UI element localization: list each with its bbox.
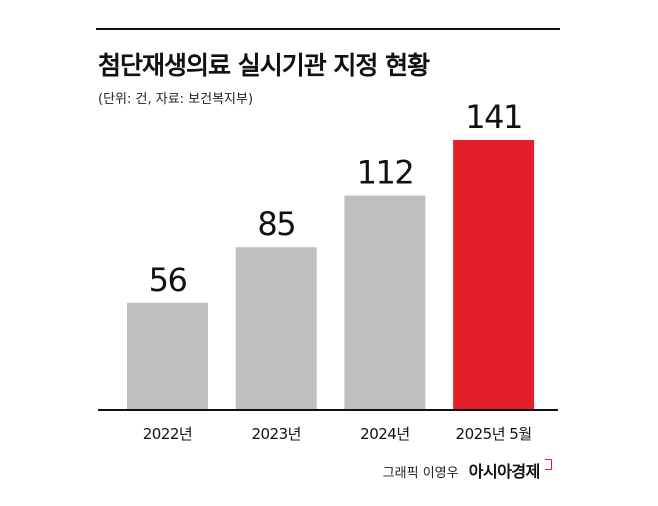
bar-chart: 56 2022년 85 2023년 112 2024년 141 2025년 5월	[98, 98, 558, 443]
x-tick-label-3: 2024년	[360, 425, 409, 443]
value-label-2: 85	[257, 205, 295, 243]
bar-1	[127, 302, 208, 410]
x-tick-label-2: 2023년	[251, 425, 300, 443]
top-rule	[96, 28, 560, 30]
value-label-4: 141	[465, 98, 522, 136]
brand-logo-icon	[545, 459, 552, 470]
infographic: 첨단재생의료 실시기관 지정 현황 (단위: 건, 자료: 보건복지부) 56 2…	[96, 28, 560, 488]
value-label-1: 56	[149, 261, 187, 299]
x-tick-label-4: 2025년 5월	[456, 425, 532, 443]
chart-title: 첨단재생의료 실시기관 지정 현황	[98, 51, 430, 80]
x-tick-label-1: 2022년	[143, 425, 192, 443]
bar-4	[453, 140, 535, 410]
credit-line: 그래픽 이영우 아시아경제	[383, 458, 552, 482]
credit-text: 그래픽 이영우	[382, 466, 459, 481]
chart-subtitle: (단위: 건, 자료: 보건복지부)	[98, 92, 254, 107]
value-label-3: 112	[357, 154, 414, 192]
brand-name: 아시아경제	[468, 462, 541, 481]
bar-2	[235, 247, 317, 410]
bar-3	[344, 195, 426, 410]
